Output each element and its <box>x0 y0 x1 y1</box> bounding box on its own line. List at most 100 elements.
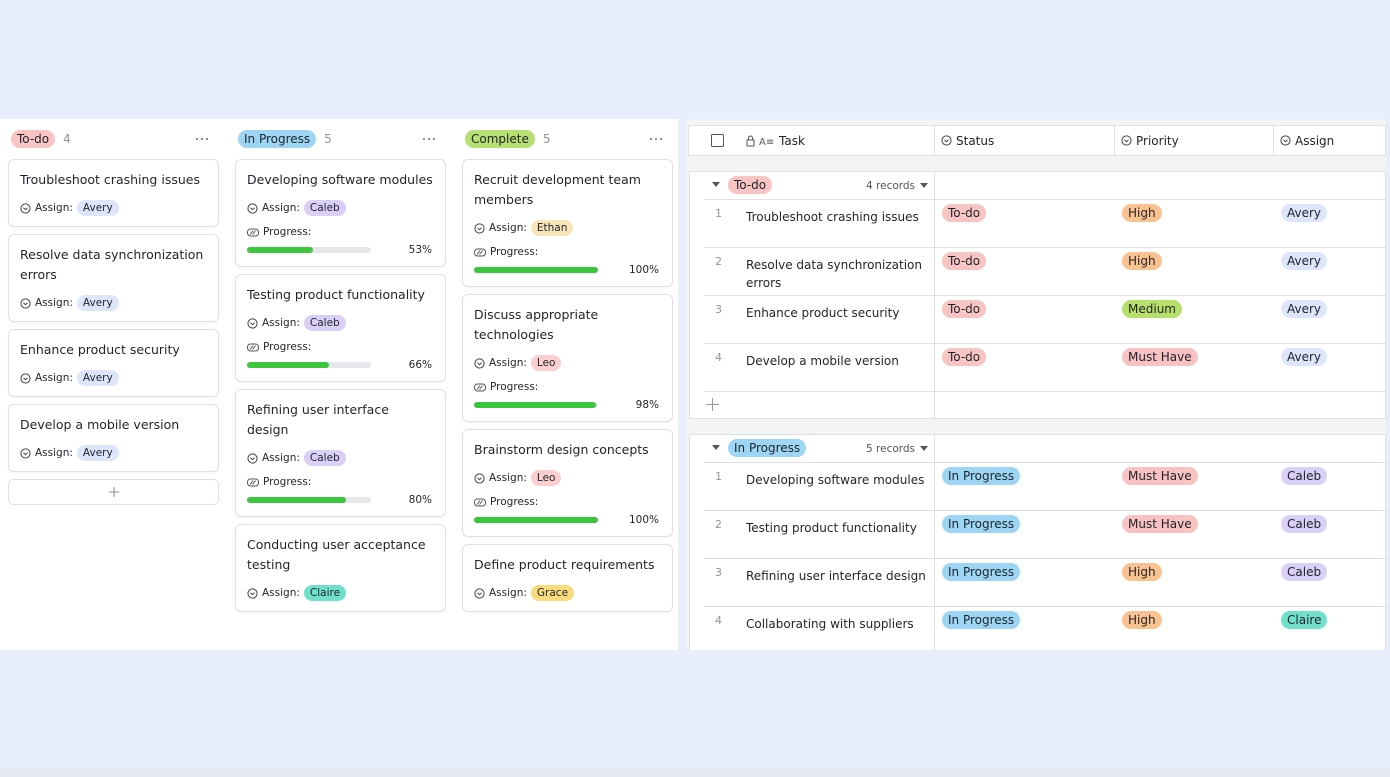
icon <box>920 183 929 189</box>
icon <box>474 587 485 599</box>
row-line <box>704 247 1386 248</box>
assignee-tag: Caleb <box>303 315 346 331</box>
assign-label: Assign: <box>489 587 527 599</box>
assignee-tag: Avery <box>76 200 119 216</box>
icon <box>711 134 724 150</box>
kanban-column: To-do 4 Troubleshoot crashing issues Assign… <box>8 127 219 505</box>
row-index: 3 <box>715 566 722 579</box>
group-status-tag: In Progress <box>728 439 807 457</box>
assignee-tag: Avery <box>76 370 119 386</box>
icon <box>712 182 720 188</box>
progress-track <box>247 362 371 368</box>
assign-label: Assign: <box>489 357 527 369</box>
progress-label-row: Progress: <box>247 476 434 488</box>
icon <box>649 137 663 141</box>
add-row-button[interactable] <box>706 398 719 414</box>
icon <box>247 202 258 214</box>
row-line <box>704 558 1386 559</box>
assign-label: Assign: <box>262 452 300 464</box>
card[interactable]: Develop a mobile version Assign: Avery <box>8 404 219 472</box>
task-cell: Troubleshoot crashing issues <box>746 210 919 224</box>
card-title: Develop a mobile version <box>20 417 180 432</box>
status-tag: Complete <box>465 130 535 148</box>
add-card-button[interactable] <box>8 479 219 505</box>
status-tag: To-do <box>942 204 987 222</box>
card[interactable]: Discuss appropriate technologies Assign: L… <box>462 294 673 422</box>
progress-track <box>247 247 371 253</box>
card[interactable]: Troubleshoot crashing issues Assign: Avery <box>8 159 219 227</box>
icon <box>474 472 485 484</box>
column-divider <box>934 126 935 155</box>
icon <box>712 445 720 451</box>
card-title: Refining user interface design <box>247 402 389 437</box>
card-title: Brainstorm design concepts <box>474 442 649 457</box>
progress-fill <box>247 362 329 368</box>
progress-label: Progress: <box>263 226 312 238</box>
assignee-tag: Caleb <box>303 200 346 216</box>
assign-tag: Caleb <box>1281 467 1328 485</box>
column-title: Task <box>779 133 805 148</box>
card[interactable]: Conducting user acceptance testing Assign… <box>235 524 446 612</box>
card-title: Define product requirements <box>474 557 655 572</box>
assignee-tag: Caleb <box>303 450 346 466</box>
progress-value: 80% <box>408 494 432 506</box>
assign-label: Assign: <box>262 317 300 329</box>
row-index: 1 <box>715 207 722 220</box>
card[interactable]: Resolve data synchronization errors Assig… <box>8 234 219 322</box>
progress-value: 53% <box>408 244 432 256</box>
card[interactable]: Define product requirements Assign: Grace <box>462 544 673 612</box>
card[interactable]: Refining user interface design Assign: Cal… <box>235 389 446 517</box>
progress-label-row: Progress: <box>247 341 434 353</box>
assign-row: Assign: Caleb <box>247 200 434 216</box>
count: 4 <box>63 132 71 146</box>
progress-fill <box>247 497 347 503</box>
card-title: Resolve data synchronization errors <box>20 247 204 282</box>
kanban-column: Complete 5 Recruit development team member… <box>462 127 673 619</box>
assign-row: Assign: Grace <box>474 585 661 601</box>
status-tag: In Progress <box>942 515 1021 533</box>
assignee-tag: Avery <box>76 295 119 311</box>
row-line <box>704 343 1386 344</box>
row-index: 2 <box>715 518 722 531</box>
assign-tag: Claire <box>1281 611 1328 629</box>
card-title: Enhance product security <box>20 342 180 357</box>
bottom-bar <box>0 769 1390 777</box>
icon <box>941 135 952 146</box>
assign-label: Assign: <box>262 587 300 599</box>
kanban-column: In Progress 5 Developing software modules A… <box>235 127 446 619</box>
progress-label: Progress: <box>263 341 312 353</box>
priority-tag: High <box>1122 204 1162 222</box>
card-title: Troubleshoot crashing issues <box>20 172 200 187</box>
task-cell: Testing product functionality <box>746 521 917 535</box>
assign-row: Assign: Claire <box>247 585 434 601</box>
card[interactable]: Enhance product security Assign: Avery <box>8 329 219 397</box>
card[interactable]: Testing product functionality Assign: Cale… <box>235 274 446 382</box>
card[interactable]: Recruit development team members Assign: E… <box>462 159 673 287</box>
card-title: Testing product functionality <box>247 287 425 302</box>
column-header: In Progress 5 <box>235 127 446 151</box>
progress-track <box>474 402 598 408</box>
assignee-tag: Leo <box>530 355 562 371</box>
icon <box>474 383 486 392</box>
card[interactable]: Developing software modules Assign: Caleb P… <box>235 159 446 267</box>
icon <box>474 357 485 369</box>
group-header[interactable]: In Progress <box>712 439 807 457</box>
icon <box>474 222 485 234</box>
column-title: Priority <box>1136 133 1179 148</box>
svg-text:A≡: A≡ <box>759 137 774 147</box>
status-tag: To-do <box>11 130 56 148</box>
row-line <box>704 462 1386 463</box>
count: 5 <box>542 132 551 146</box>
assign-row: Assign: Leo <box>474 355 661 371</box>
row-index: 4 <box>715 614 722 627</box>
assign-label: Assign: <box>35 372 73 384</box>
card[interactable]: Brainstorm design concepts Assign: Leo Prog… <box>462 429 673 537</box>
record-group: To-do 4 records 1 Troubleshoot crashing iss… <box>689 171 1386 420</box>
column-header: Assign <box>1280 126 1334 155</box>
progress-track <box>247 497 371 503</box>
progress-value: 98% <box>635 399 659 411</box>
group-header[interactable]: To-do <box>712 176 773 194</box>
progress-label-row: Progress: <box>474 246 661 258</box>
icon <box>247 343 259 352</box>
